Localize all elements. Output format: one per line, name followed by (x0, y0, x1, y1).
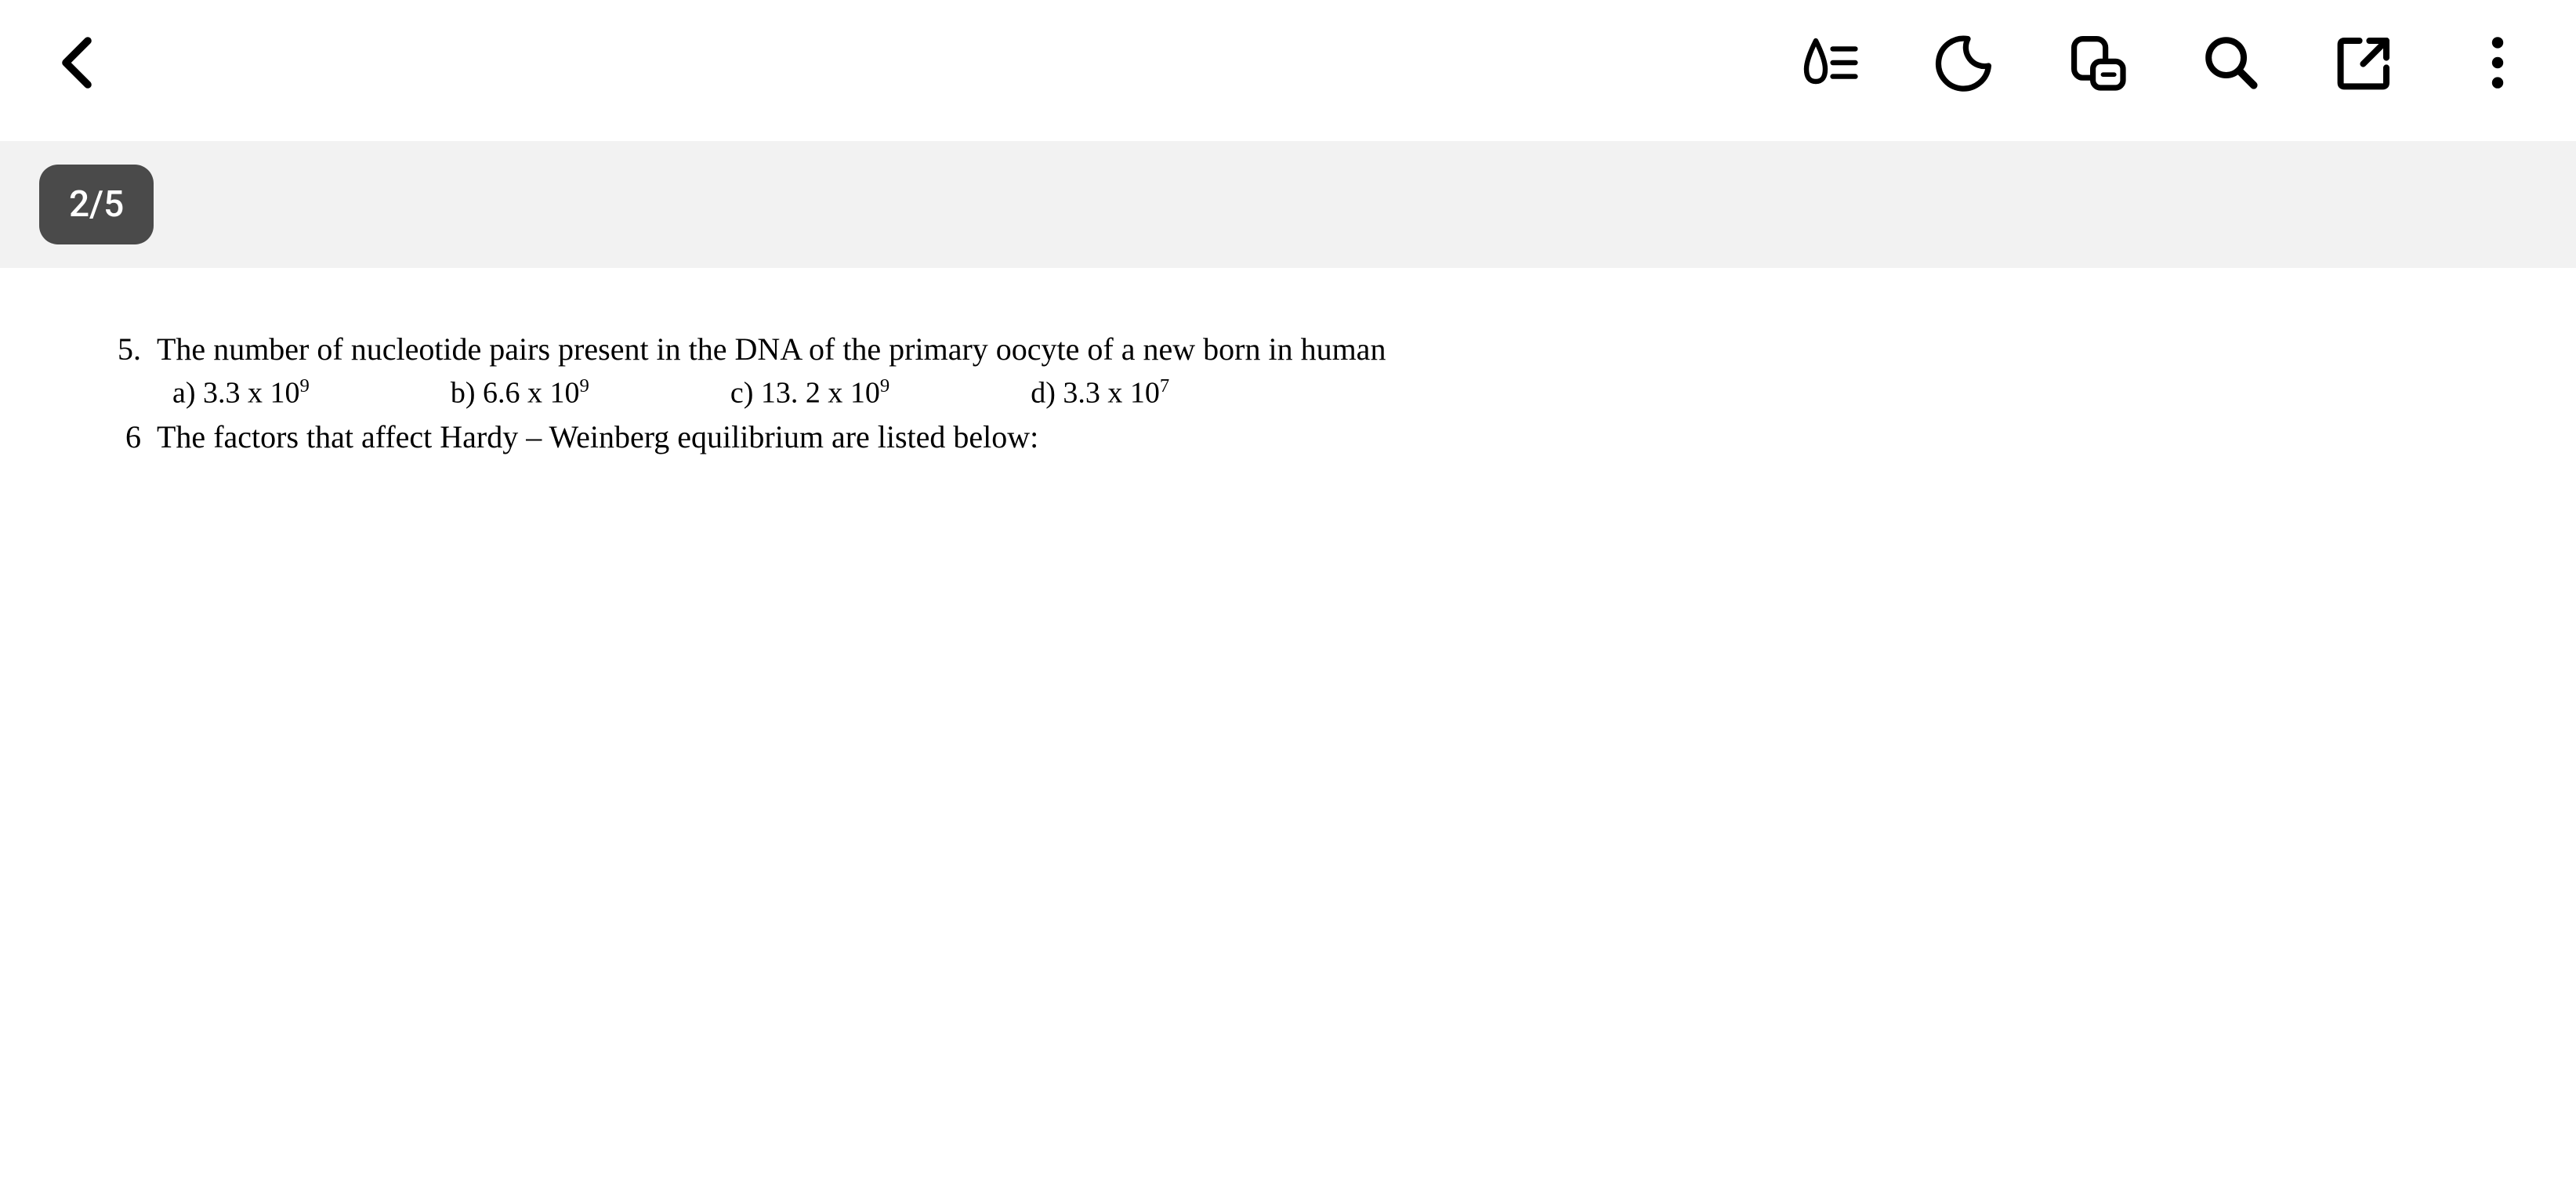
ink-settings-icon (1800, 31, 1863, 94)
toolbar-left (47, 31, 110, 94)
option-d-label: d) (1031, 377, 1056, 410)
question-text: The number of nucleotide pairs present i… (157, 331, 2466, 367)
back-icon (47, 31, 110, 94)
night-mode-button[interactable] (1933, 31, 1996, 94)
option-b-base: 6.6 x 10 (483, 377, 580, 410)
page-indicator-bar: 2/5 (0, 141, 2576, 268)
more-button[interactable] (2466, 31, 2529, 94)
night-mode-icon (1933, 31, 1996, 94)
partial-question-row: 6 The factors that affect Hardy – Weinbe… (110, 411, 2466, 455)
open-external-icon (2333, 31, 2396, 94)
option-a-base: 3.3 x 10 (203, 377, 300, 410)
option-a-exp: 9 (300, 375, 310, 396)
option-a: a) 3.3 x 109 (172, 375, 310, 411)
option-b: b) 6.6 x 109 (451, 375, 589, 411)
ink-settings-button[interactable] (1800, 31, 1863, 94)
option-d-base: 3.3 x 10 (1063, 377, 1160, 410)
back-button[interactable] (47, 31, 110, 94)
option-c-label: c) (730, 377, 754, 410)
option-c-exp: 9 (880, 375, 889, 396)
partial-question-text: The factors that affect Hardy – Weinberg… (157, 418, 2466, 455)
open-external-button[interactable] (2333, 31, 2396, 94)
option-b-label: b) (451, 377, 476, 410)
more-icon (2466, 31, 2529, 94)
search-button[interactable] (2200, 31, 2263, 94)
toolbar (0, 0, 2576, 141)
option-a-label: a) (172, 377, 196, 410)
search-icon (2200, 31, 2263, 94)
question-row: 5. The number of nucleotide pairs presen… (110, 331, 2466, 367)
question-number: 5. (110, 331, 157, 367)
options-row: a) 3.3 x 109 b) 6.6 x 109 c) 13. 2 x 109… (110, 375, 2466, 411)
toolbar-right (1800, 31, 2529, 94)
layout-button[interactable] (2067, 31, 2129, 94)
option-d-exp: 7 (1160, 375, 1169, 396)
option-c-base: 13. 2 x 10 (761, 377, 880, 410)
option-c: c) 13. 2 x 109 (730, 375, 889, 411)
option-d: d) 3.3 x 107 (1031, 375, 1169, 411)
content-area[interactable]: 5. The number of nucleotide pairs presen… (0, 268, 2576, 471)
partial-question-number: 6 (110, 418, 157, 455)
page-badge: 2/5 (39, 165, 154, 244)
page-badge-label: 2/5 (69, 183, 124, 226)
layout-icon (2067, 31, 2129, 94)
option-b-exp: 9 (580, 375, 589, 396)
